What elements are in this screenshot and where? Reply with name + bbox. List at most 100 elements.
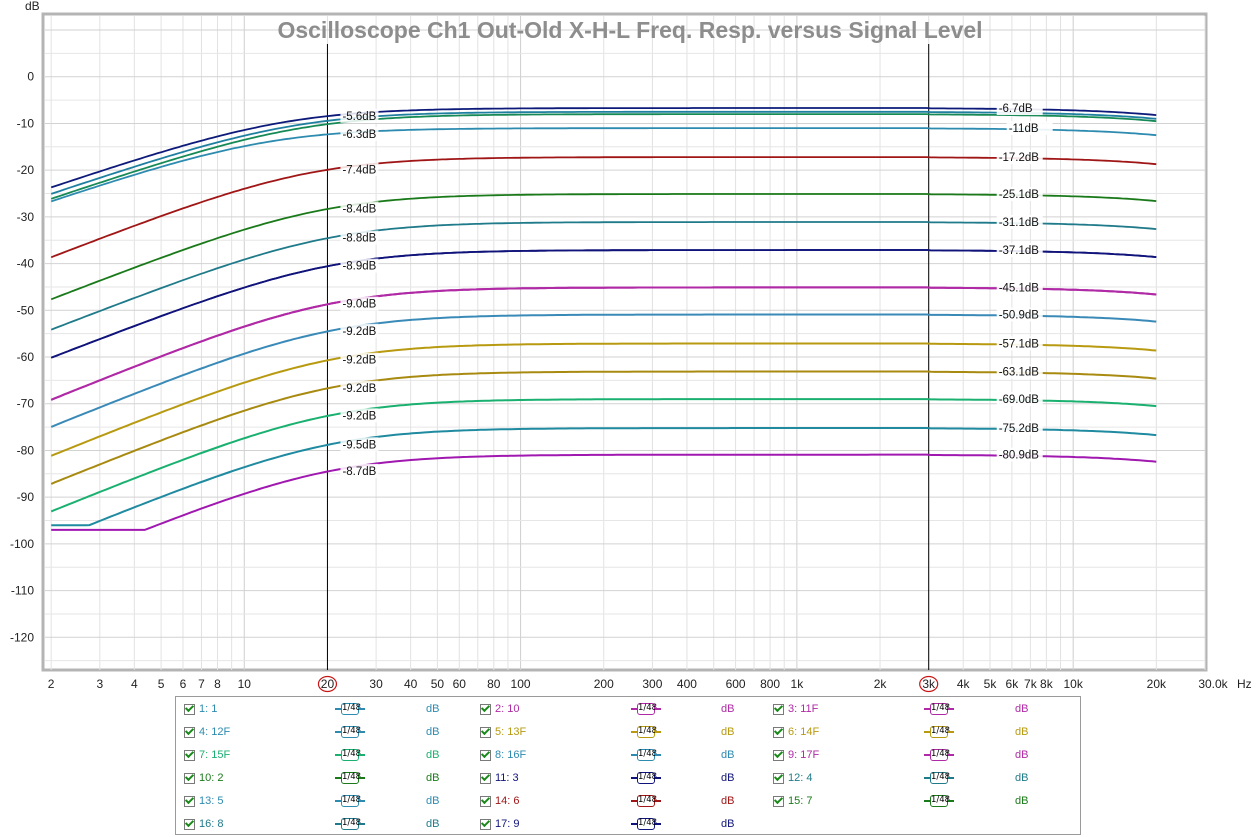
data-label-3khz: -37.1dB [999, 245, 1040, 257]
y-axis-ticks: 0 -10 -20 -30 -40 -50 -60 -70 -80 -90 -100 -110 -120 [10, 70, 34, 645]
smoothing-button[interactable]: 1/48 [631, 817, 661, 831]
smoothing-button[interactable]: 1/48 [924, 748, 954, 762]
x-tick-label: 80 [487, 677, 501, 691]
y-tick-label: -50 [17, 303, 35, 317]
legend-item-name: 13: 5 [199, 795, 224, 807]
legend-item[interactable]: 5: 13F [480, 723, 526, 741]
x-tick-label: 40 [404, 677, 418, 691]
series-line [50, 113, 1157, 200]
legend-item[interactable]: 16: 8 [184, 815, 223, 833]
smoothing-button[interactable]: 1/48 [335, 794, 365, 808]
smoothing-button[interactable]: 1/48 [631, 748, 661, 762]
legend-checkbox[interactable] [480, 726, 491, 738]
legend-item[interactable]: 15: 7 [773, 792, 812, 810]
legend-item-name: 11: 3 [495, 772, 519, 784]
x-tick-label: 10k [1063, 677, 1083, 691]
data-label-bg [996, 186, 1043, 201]
legend-checkbox[interactable] [480, 795, 491, 807]
data-label-bg [340, 201, 379, 216]
legend-checkbox[interactable] [480, 749, 491, 761]
x-axis-ticks: 2 3 4 5 6 7 8 10 20 30 40 50 60 80 100 200 300 400 600 800 1… [48, 675, 1229, 693]
legend-checkbox[interactable] [773, 703, 784, 715]
smoothing-button[interactable]: 1/48 [631, 725, 661, 739]
smoothing-button[interactable]: 1/48 [924, 794, 954, 808]
smoothing-button[interactable]: 1/48 [335, 748, 365, 762]
legend-checkbox[interactable] [480, 818, 491, 830]
legend-checkbox[interactable] [184, 749, 195, 761]
x-tick-label: 4 [131, 677, 138, 691]
smoothing-button[interactable]: 1/48 [335, 771, 365, 785]
x-tick-label: 1k [791, 677, 805, 691]
legend-item[interactable]: 3: 11F [773, 700, 818, 718]
legend-item-name: 2: 10 [495, 703, 520, 715]
legend-checkbox[interactable] [480, 772, 491, 784]
legend-checkbox[interactable] [773, 795, 784, 807]
legend-checkbox[interactable] [773, 772, 784, 784]
x-tick-label: 30.0k [1198, 677, 1228, 691]
series-line [50, 221, 1157, 331]
y-tick-label: -80 [17, 443, 35, 457]
x-tick-label: 8k [1040, 677, 1054, 691]
data-label-bg [996, 243, 1043, 258]
smoothing-button[interactable]: 1/48 [335, 725, 365, 739]
smoothing-button[interactable]: 1/48 [631, 702, 661, 716]
y-tick-label: -30 [17, 210, 35, 224]
legend-item[interactable]: 2: 10 [480, 700, 519, 718]
legend-item[interactable]: 17: 9 [480, 815, 519, 833]
data-label-3khz: -31.1dB [999, 217, 1040, 229]
x-tick-label: 5 [158, 677, 165, 691]
legend-item[interactable]: 9: 17F [773, 746, 819, 764]
legend-checkbox[interactable] [773, 726, 784, 738]
legend-item[interactable]: 10: 2 [184, 769, 223, 787]
legend-checkbox[interactable] [184, 795, 195, 807]
cursor-marker-icon[interactable] [317, 675, 338, 693]
data-label-20hz: -8.7dB [342, 466, 376, 478]
legend-item-name: 9: 17F [788, 749, 820, 761]
legend-unit: dB [1015, 772, 1029, 784]
data-label-3khz: -69.0dB [999, 394, 1040, 406]
data-label-20hz: -5.6dB [342, 111, 376, 123]
smoothing-label: 1/48 [637, 749, 658, 761]
legend-checkbox[interactable] [480, 703, 491, 715]
legend-item[interactable]: 6: 14F [773, 723, 819, 741]
legend-item[interactable]: 11: 3 [480, 769, 519, 787]
data-label-3khz: -75.2dB [999, 423, 1040, 435]
data-label-bg [340, 380, 379, 395]
y-tick-label: -70 [17, 397, 35, 411]
x-tick-label: 4k [957, 677, 971, 691]
cursor-marker-icon[interactable] [919, 675, 939, 693]
data-label-bg [996, 392, 1043, 407]
legend-checkbox[interactable] [184, 726, 195, 738]
series-line [50, 110, 1157, 195]
data-label-bg [340, 463, 379, 478]
legend-item-name: 17: 9 [495, 818, 520, 830]
smoothing-button[interactable]: 1/48 [335, 817, 365, 831]
legend-checkbox[interactable] [184, 818, 195, 830]
legend-item[interactable]: 8: 16F [480, 746, 526, 764]
data-label-bg [996, 280, 1043, 295]
legend-checkbox[interactable] [184, 772, 195, 784]
legend-item[interactable]: 1: 1 [184, 700, 217, 718]
data-label-bg [340, 323, 379, 338]
legend-item[interactable]: 4: 12F [184, 723, 230, 741]
legend-item-name: 3: 11F [788, 703, 819, 715]
smoothing-button[interactable]: 1/48 [924, 725, 954, 739]
smoothing-button[interactable]: 1/48 [924, 702, 954, 716]
smoothing-label: 1/48 [341, 818, 362, 830]
x-tick-label: 6 [180, 677, 187, 691]
smoothing-label: 1/48 [637, 726, 658, 738]
x-tick-label: 8 [214, 677, 221, 691]
smoothing-label: 1/48 [930, 703, 951, 715]
legend-checkbox[interactable] [773, 749, 784, 761]
data-label-3khz: -57.1dB [999, 338, 1040, 350]
legend-item[interactable]: 14: 6 [480, 792, 519, 810]
legend-item[interactable]: 13: 5 [184, 792, 223, 810]
smoothing-button[interactable]: 1/48 [924, 771, 954, 785]
legend-item[interactable]: 12: 4 [773, 769, 812, 787]
legend-checkbox[interactable] [184, 703, 195, 715]
smoothing-button[interactable]: 1/48 [631, 771, 661, 785]
smoothing-button[interactable]: 1/48 [631, 794, 661, 808]
smoothing-button[interactable]: 1/48 [335, 702, 365, 716]
legend-item[interactable]: 7: 15F [184, 746, 230, 764]
series-line [51, 427, 1157, 527]
